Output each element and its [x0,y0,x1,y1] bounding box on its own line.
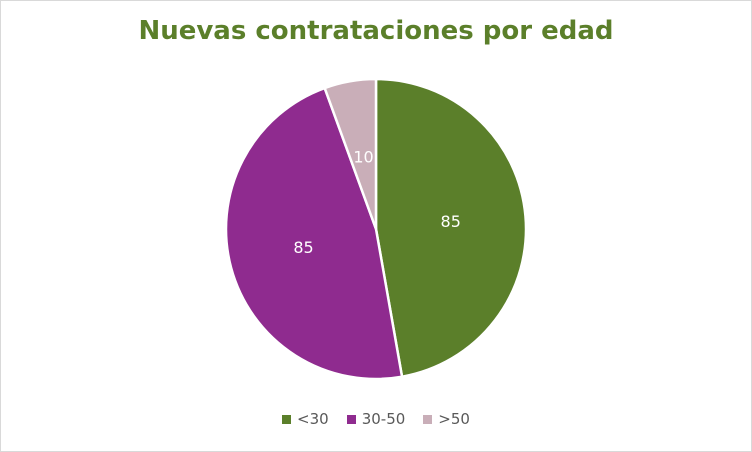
pie-slice-0 [374,77,528,379]
legend-swatch-1 [346,414,356,424]
legend-swatch-2 [423,414,433,424]
data-label-1: 85 [293,238,313,257]
legend-item-0: <30 [282,410,329,428]
legend-item-1: 30-50 [346,410,406,428]
legend-label-1: 30-50 [361,410,406,428]
data-label-2: 10 [353,148,373,167]
chart-title: Nuevas contrataciones por edad [138,16,614,46]
legend-swatch-0 [282,414,292,424]
legend-item-2: >50 [423,410,470,428]
legend-label-2: >50 [438,410,470,428]
pie-slice-1 [224,86,404,381]
data-label-0: 85 [441,212,461,231]
legend: <30 30-50 >50 [0,410,752,428]
pie-slice-2 [323,77,378,230]
legend-label-0: <30 [297,410,329,428]
